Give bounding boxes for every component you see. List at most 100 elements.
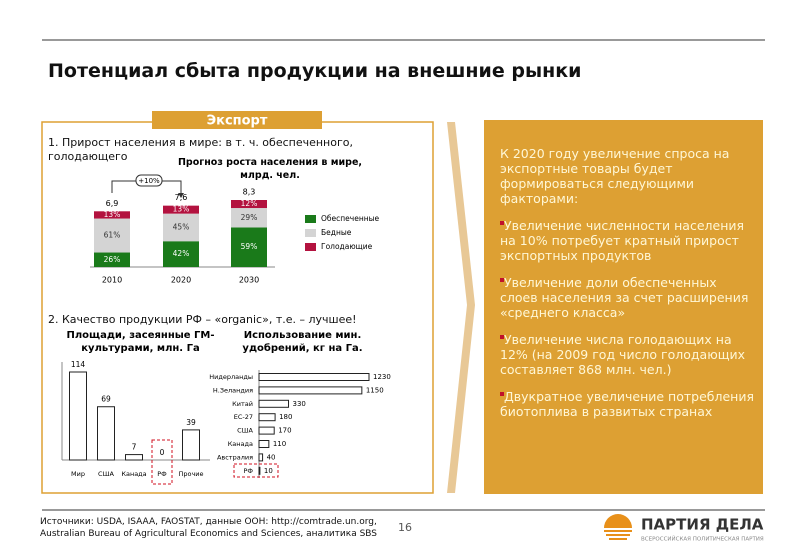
factor-text: Увеличение доли обеспеченных слоев насел… (500, 275, 749, 320)
right-text: К 2020 году увеличение спроса на экспорт… (500, 146, 755, 431)
category-label: Прочие (178, 470, 203, 478)
segment-label: 61% (104, 231, 121, 240)
category-label: Н.Зеландия (213, 386, 253, 394)
value-label: 170 (278, 427, 291, 435)
bar (182, 429, 200, 461)
category-label: США (98, 470, 114, 478)
segment-label: 26% (104, 255, 121, 264)
highlight-box (151, 439, 173, 485)
bar (258, 399, 290, 408)
bar-segment (94, 252, 130, 267)
category-label: 2020 (171, 276, 191, 285)
legend-label: Обеспеченные (321, 214, 380, 223)
bar-segment (231, 208, 267, 228)
category-label: Нидерланды (209, 373, 253, 381)
value-label: 10 (264, 467, 273, 475)
value-label: 7 (132, 443, 137, 452)
segment-label: 13% (104, 210, 121, 219)
segment-label: 13% (173, 205, 190, 214)
segment-label: 42% (173, 249, 190, 258)
factor-list: Увеличение численности населения на 10% … (500, 218, 755, 419)
factor: Двукратное увеличение потребления биотоп… (500, 389, 755, 419)
segment-label: 29% (241, 213, 258, 222)
value-label: 0 (160, 448, 165, 457)
category-label: РФ (157, 470, 167, 478)
logo-subtitle: ВСЕРОССИЙСКАЯ ПОЛИТИЧЕСКАЯ ПАРТИЯ (641, 536, 764, 543)
bar-segment (163, 205, 199, 214)
value-label: 69 (101, 395, 111, 404)
bar-segment (163, 213, 199, 242)
bullet (500, 392, 504, 396)
category-label: Австралия (217, 453, 253, 461)
factor-text: Двукратное увеличение потребления биотоп… (500, 389, 754, 419)
bar-segment (94, 218, 130, 253)
bar-segment (94, 211, 130, 219)
legend-swatch (305, 243, 316, 251)
factor: Увеличение численности населения на 10% … (500, 218, 755, 263)
bar (258, 440, 270, 448)
bar (97, 406, 115, 461)
point-1: 1. Прирост населения в мире: в т. ч. обе… (48, 136, 353, 163)
bar (258, 466, 261, 475)
export-label: Экспорт (207, 114, 268, 129)
segment-label: 59% (241, 242, 258, 251)
sources: Источники: USDA, ISAAA, FAOSTAT, данные … (40, 517, 378, 539)
factor: Увеличение доли обеспеченных слоев насел… (500, 275, 755, 320)
category-label: США (237, 427, 253, 435)
bar (69, 371, 87, 461)
category-label: 2010 (102, 276, 122, 285)
logo-name: ПАРТИЯ ДЕЛА (641, 516, 764, 534)
arrow-head (178, 193, 184, 198)
legend-label: Бедные (321, 228, 352, 237)
page-number: 16 (398, 521, 412, 534)
gm-chart-title: Площади, засеянные ГМ-культурами, млн. Г… (66, 330, 215, 354)
population-chart-title: Прогноз роста населения в мире, млрд. че… (177, 157, 362, 181)
highlight-box (233, 463, 279, 478)
category-label: РФ (243, 467, 253, 475)
legend-swatch (305, 215, 316, 223)
segment-label: 45% (173, 222, 190, 231)
bullet (500, 221, 504, 225)
legend-label: Голодающие (321, 242, 373, 251)
total-label: 8,3 (243, 188, 256, 197)
growth-box (135, 174, 163, 187)
bar-segment (163, 241, 199, 267)
bar (258, 373, 370, 381)
point-2: 2. Качество продукции РФ – «organic», т.… (48, 313, 357, 326)
bar (258, 386, 363, 395)
value-label: 180 (279, 413, 292, 421)
fert-chart-title: Использование мин. удобрений, кг на Га. (242, 330, 363, 354)
category-label: Канада (121, 470, 146, 478)
bar (258, 426, 275, 435)
logo-icon (604, 514, 632, 540)
legend-swatch (305, 229, 316, 237)
category-label: 2030 (239, 276, 259, 285)
export-tab (152, 111, 322, 129)
value-label: 40 (267, 453, 276, 461)
bar (258, 413, 276, 422)
bar-segment (231, 200, 267, 209)
value-label: 39 (186, 418, 196, 427)
slide-title: Потенциал сбыта продукции на внешние рын… (48, 60, 582, 82)
factor-text: Увеличение численности населения на 10% … (500, 218, 745, 263)
category-label: Мир (71, 470, 85, 478)
category-label: Китай (232, 400, 253, 408)
factor: Увеличение числа голодающих на 12% (на 2… (500, 332, 755, 377)
segment-label: 12% (241, 199, 258, 208)
value-label: 110 (273, 440, 286, 448)
bar (125, 454, 143, 461)
intro: К 2020 году увеличение спроса на экспорт… (500, 146, 730, 206)
bullet (500, 335, 504, 339)
bar (258, 453, 264, 462)
growth-label: +10% (138, 177, 160, 185)
total-label: 6,9 (106, 199, 119, 208)
chevron (447, 122, 475, 493)
value-label: 330 (293, 400, 306, 408)
category-label: ЕС-27 (234, 413, 253, 421)
value-label: 1230 (373, 373, 391, 381)
bullet (500, 278, 504, 282)
bar-segment (231, 227, 267, 267)
value-label: 114 (71, 360, 86, 369)
